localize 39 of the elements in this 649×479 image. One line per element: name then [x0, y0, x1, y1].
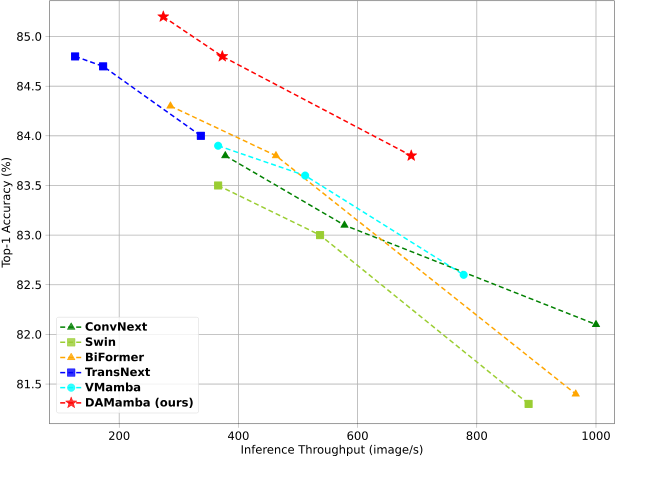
- point: [592, 320, 600, 327]
- x-tick-label: 400: [228, 431, 249, 440]
- point: [99, 62, 108, 70]
- y-tick-label: 84.5: [17, 82, 41, 91]
- point: [214, 142, 222, 150]
- legend-label: Swin: [86, 337, 116, 346]
- y-tick-label: 82.0: [17, 330, 42, 339]
- point: [524, 400, 533, 408]
- x-axis-title: Inference Throughput (image/s): [242, 444, 422, 456]
- y-axis-title: Top-1 Accuracy (%): [1, 158, 12, 268]
- y-tick-label: 81.5: [17, 380, 41, 388]
- y-tick-label: 83.5: [17, 181, 41, 190]
- legend-label: VMamba: [85, 382, 140, 392]
- point: [572, 389, 580, 396]
- x-tick-label: 600: [347, 431, 368, 440]
- point: [71, 52, 80, 60]
- y-tick-label: 85.0: [17, 32, 42, 41]
- x-tick-label: 800: [466, 431, 487, 440]
- y-tick-label: 82.5: [17, 280, 41, 290]
- x-tick-label: 1000: [582, 431, 610, 440]
- legend-label: ConvNext: [86, 322, 148, 331]
- point: [214, 181, 222, 190]
- y-tick-label: 83.0: [17, 230, 42, 240]
- point: [340, 220, 349, 228]
- point: [301, 171, 310, 180]
- point: [272, 150, 280, 158]
- point: [460, 270, 468, 279]
- point: [316, 231, 324, 240]
- x-tick-label: 200: [109, 431, 130, 440]
- legend-label: BiFormer: [86, 352, 144, 362]
- point: [216, 50, 228, 62]
- legend-label: TransNext: [85, 368, 150, 376]
- point: [221, 150, 230, 158]
- point: [196, 132, 205, 140]
- y-tick-label: 84.0: [17, 131, 42, 140]
- point: [405, 149, 418, 161]
- legend-label: DAMamba (ours): [86, 398, 193, 408]
- point: [157, 10, 170, 22]
- point: [166, 101, 175, 109]
